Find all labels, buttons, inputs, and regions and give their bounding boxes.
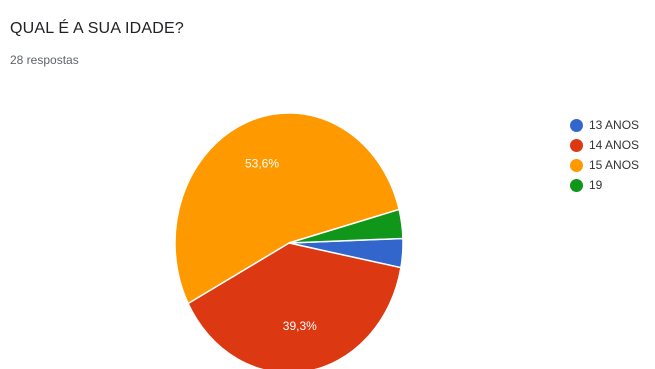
pie-slices	[174, 112, 404, 369]
pie-slice-15-anos[interactable]	[174, 112, 401, 305]
chart-legend: 13 ANOS 14 ANOS 15 ANOS 19	[570, 115, 655, 195]
chart-title: QUAL É A SUA IDADE?	[10, 20, 184, 37]
legend-item-19[interactable]: 19	[570, 175, 655, 195]
legend-item-13-anos[interactable]: 13 ANOS	[570, 115, 655, 135]
legend-label-13-anos: 13 ANOS	[589, 118, 640, 132]
legend-item-14-anos[interactable]: 14 ANOS	[570, 135, 655, 155]
legend-swatch-13-anos	[570, 118, 583, 132]
pie-slice-19[interactable]	[288, 208, 404, 244]
legend-label-14-anos: 14 ANOS	[589, 138, 640, 152]
legend-label-19: 19	[589, 178, 603, 192]
legend-label-15-anos: 15 ANOS	[589, 158, 640, 172]
legend-swatch-14-anos	[570, 138, 583, 152]
pie-data-labels: 39,3% 53,6%	[245, 156, 317, 332]
legend-item-15-anos[interactable]: 15 ANOS	[570, 155, 655, 175]
legend-swatch-19	[570, 178, 583, 192]
slice-label-15-anos: 53,6%	[245, 156, 279, 170]
slice-label-14-anos: 39,3%	[283, 319, 317, 333]
legend-swatch-15-anos	[570, 158, 583, 172]
pie-slice-14-anos[interactable]	[187, 242, 402, 369]
response-count: 28 respostas	[10, 53, 79, 67]
